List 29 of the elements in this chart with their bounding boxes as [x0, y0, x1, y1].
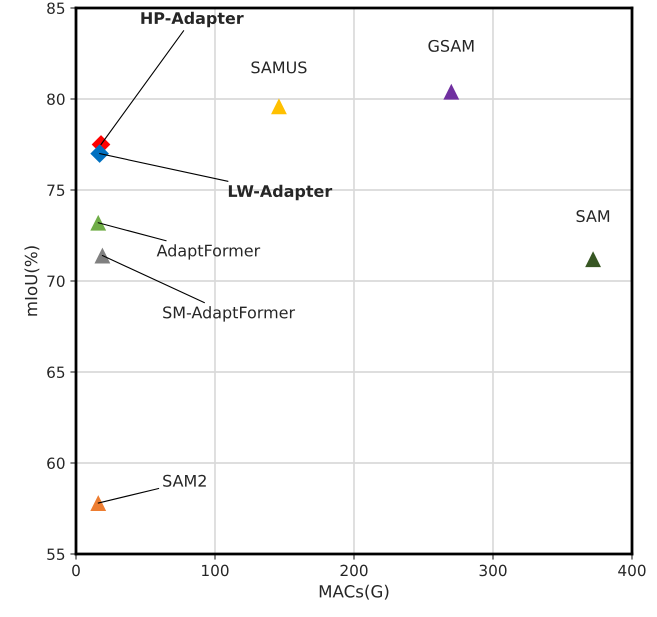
y-tick-label: 80: [47, 93, 65, 106]
series-label: SAMUS: [252, 61, 307, 74]
y-tick-label: 60: [47, 457, 65, 470]
y-tick-label: 65: [47, 366, 64, 378]
x-tick-label: 300: [480, 564, 507, 576]
point: [271, 98, 287, 114]
x-tick-label: 0: [72, 564, 80, 576]
y-tick-label: 85: [47, 2, 64, 14]
point: [90, 214, 106, 231]
x-axis-title: MACs(G): [320, 584, 388, 600]
text: HP-Adapter: [141, 12, 244, 28]
y-tick-label: 75: [47, 184, 64, 196]
point: [443, 84, 460, 100]
point: [94, 248, 110, 264]
y-tick-label: 70: [47, 275, 65, 288]
x-tick-label: 400: [618, 564, 646, 576]
text: SM-AdaptFormer: [163, 306, 296, 322]
text: SAM: [576, 210, 610, 222]
point: [90, 144, 109, 163]
y-axis-title: mIoU(%): [24, 246, 40, 316]
text: LW-Adapter: [228, 184, 332, 200]
x-tick-label: 200: [340, 564, 368, 576]
point: [585, 251, 601, 268]
text: SAM2: [163, 474, 206, 487]
text: GSAM: [428, 40, 474, 52]
text: AdaptFormer: [156, 244, 260, 260]
y-tick-label: 55: [47, 548, 64, 560]
point: [90, 495, 106, 511]
x-tick-label: 100: [202, 564, 229, 576]
